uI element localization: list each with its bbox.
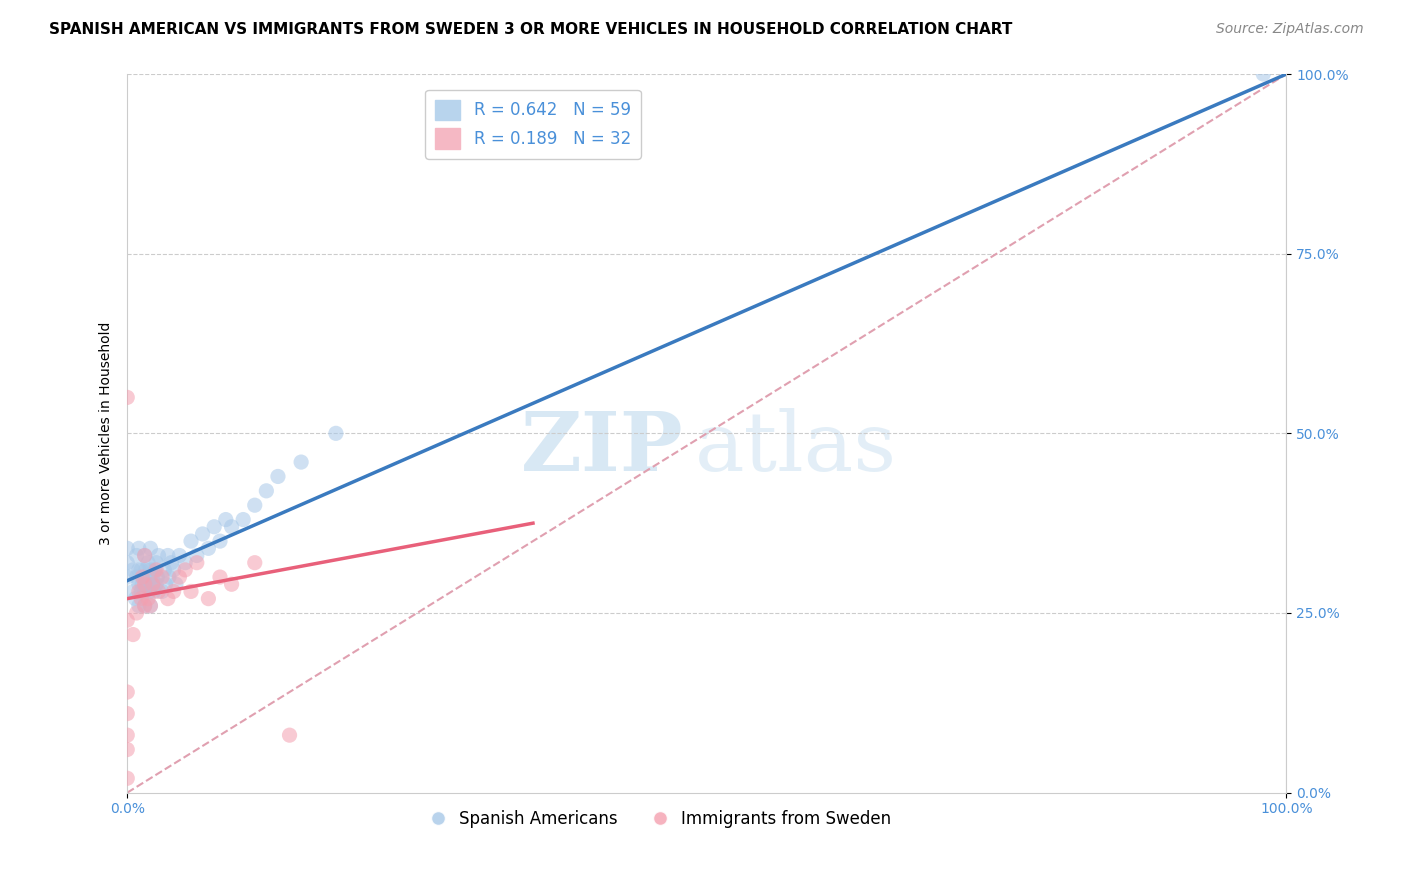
Point: [208, 570, 231, 584]
Point: [117, 685, 139, 699]
Point: [134, 599, 156, 613]
Point: [136, 556, 159, 570]
Point: [157, 570, 180, 584]
Point: [122, 563, 145, 577]
Point: [128, 541, 150, 556]
Point: [134, 599, 156, 613]
Point: [125, 549, 148, 563]
Point: [191, 527, 214, 541]
Point: [139, 563, 162, 577]
Point: [221, 520, 243, 534]
Point: [232, 512, 254, 526]
Point: [197, 541, 219, 556]
Point: [146, 570, 169, 584]
Point: [145, 563, 167, 577]
Legend: Spanish Americans, Immigrants from Sweden: Spanish Americans, Immigrants from Swede…: [423, 804, 898, 835]
Point: [129, 584, 152, 599]
Point: [143, 563, 166, 577]
Point: [122, 584, 145, 599]
Point: [134, 570, 156, 584]
Point: [180, 534, 202, 549]
Point: [139, 599, 162, 613]
Point: [117, 772, 139, 786]
Point: [174, 563, 197, 577]
Point: [117, 570, 139, 584]
Text: Source: ZipAtlas.com: Source: ZipAtlas.com: [1216, 22, 1364, 37]
Point: [180, 584, 202, 599]
Point: [117, 613, 139, 627]
Point: [156, 549, 179, 563]
Point: [186, 549, 208, 563]
Point: [128, 599, 150, 613]
Point: [186, 556, 208, 570]
Point: [278, 728, 301, 742]
Point: [142, 570, 165, 584]
Point: [117, 556, 139, 570]
Point: [128, 584, 150, 599]
Point: [155, 577, 177, 591]
Point: [150, 584, 173, 599]
Point: [243, 556, 266, 570]
Point: [117, 541, 139, 556]
Point: [129, 591, 152, 606]
Point: [243, 498, 266, 512]
Point: [129, 563, 152, 577]
Point: [128, 577, 150, 591]
Point: [208, 534, 231, 549]
Point: [122, 627, 145, 641]
Point: [125, 570, 148, 584]
Point: [125, 606, 148, 620]
Point: [174, 556, 197, 570]
Point: [128, 563, 150, 577]
Text: ZIP: ZIP: [522, 408, 683, 488]
Point: [139, 599, 162, 613]
Point: [134, 584, 156, 599]
Point: [131, 570, 153, 584]
Point: [139, 577, 162, 591]
Point: [136, 591, 159, 606]
Point: [148, 549, 170, 563]
Point: [169, 570, 191, 584]
Point: [156, 591, 179, 606]
Point: [117, 728, 139, 742]
Point: [325, 426, 347, 441]
Point: [117, 391, 139, 405]
Point: [131, 577, 153, 591]
Point: [221, 577, 243, 591]
Point: [135, 563, 157, 577]
Point: [1251, 67, 1274, 81]
Point: [142, 584, 165, 599]
Point: [117, 742, 139, 756]
Point: [215, 512, 238, 526]
Point: [197, 591, 219, 606]
Point: [254, 483, 277, 498]
Point: [117, 706, 139, 721]
Point: [145, 577, 167, 591]
Point: [142, 577, 165, 591]
Point: [124, 591, 146, 606]
Point: [139, 541, 162, 556]
Point: [145, 556, 167, 570]
Point: [290, 455, 312, 469]
Point: [162, 563, 184, 577]
Point: [134, 549, 156, 563]
Point: [162, 584, 184, 599]
Point: [134, 577, 156, 591]
Point: [153, 563, 176, 577]
Point: [169, 549, 191, 563]
Point: [267, 469, 290, 483]
Point: [165, 577, 187, 591]
Text: SPANISH AMERICAN VS IMMIGRANTS FROM SWEDEN 3 OR MORE VEHICLES IN HOUSEHOLD CORRE: SPANISH AMERICAN VS IMMIGRANTS FROM SWED…: [49, 22, 1012, 37]
Point: [160, 556, 183, 570]
Point: [138, 584, 160, 599]
Text: atlas: atlas: [696, 408, 897, 488]
Y-axis label: 3 or more Vehicles in Household: 3 or more Vehicles in Household: [100, 322, 114, 545]
Point: [136, 577, 159, 591]
Point: [202, 520, 225, 534]
Point: [148, 584, 170, 599]
Point: [134, 549, 156, 563]
Point: [150, 570, 173, 584]
